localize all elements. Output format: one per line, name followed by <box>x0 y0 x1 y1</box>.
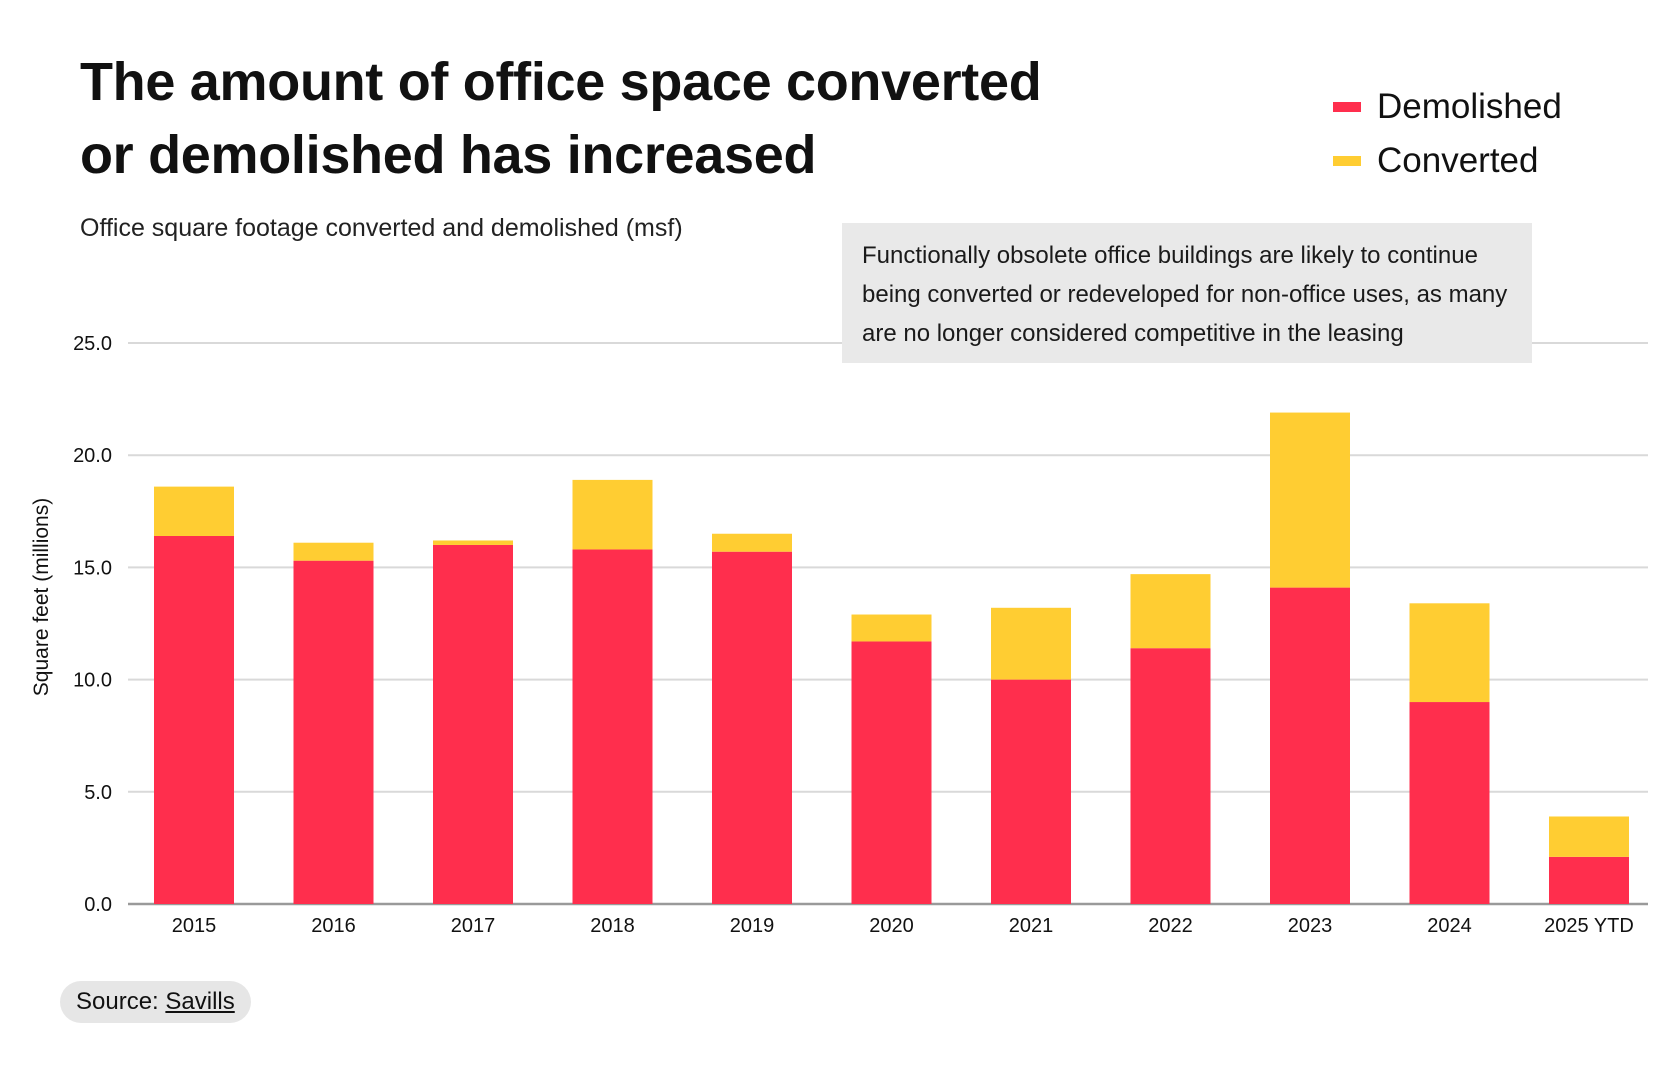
legend: Demolished Converted <box>1333 80 1562 188</box>
bar-demolished-2022 <box>1130 648 1211 904</box>
x-tick-label: 2018 <box>590 915 635 937</box>
bar-converted-2021 <box>991 607 1071 680</box>
chart-title: The amount of office space converted or … <box>80 52 1042 185</box>
bar-demolished-2025-ytd <box>1549 856 1629 904</box>
bar-converted-2016 <box>293 542 374 561</box>
bar-demolished-2019 <box>712 551 792 904</box>
bar-demolished-2023 <box>1270 587 1350 904</box>
bar-demolished-2024 <box>1409 702 1490 904</box>
source-link[interactable]: Savills <box>165 988 235 1015</box>
bar-converted-2024 <box>1409 603 1490 703</box>
x-tick-label: 2020 <box>869 915 914 937</box>
x-tick-label: 2017 <box>451 915 496 937</box>
source-badge: Source: Savills <box>60 981 251 1023</box>
legend-label-demolished: Demolished <box>1377 87 1562 126</box>
bar-demolished-2015 <box>154 535 234 904</box>
x-tick-labels: 2015 2016 2017 2018 2019 2020 2021 2022 2023 2024… <box>172 915 1634 937</box>
bar-converted-2023 <box>1270 412 1350 588</box>
y-tick-labels: 0.0 5.0 10.0 15.0 20.0 25.0 <box>73 333 112 916</box>
y-tick-label: 15.0 <box>73 557 112 579</box>
bar-converted-2022 <box>1130 574 1211 649</box>
bars <box>154 412 1629 904</box>
y-tick-label: 20.0 <box>73 445 112 467</box>
bar-demolished-2017 <box>433 544 513 904</box>
bar-demolished-2020 <box>851 641 932 904</box>
legend-item-demolished: Demolished <box>1333 80 1562 134</box>
bar-demolished-2016 <box>293 560 374 904</box>
y-tick-label: 10.0 <box>73 670 112 692</box>
legend-label-converted: Converted <box>1377 141 1539 180</box>
y-tick-label: 0.0 <box>84 894 112 916</box>
bar-converted-2015 <box>154 486 234 536</box>
bar-converted-2020 <box>851 614 932 642</box>
legend-swatch-converted <box>1333 156 1361 166</box>
x-tick-label: 2015 <box>172 915 217 937</box>
bar-demolished-2018 <box>572 549 653 904</box>
source-label: Source: <box>76 988 159 1015</box>
y-tick-label: 25.0 <box>73 333 112 355</box>
legend-swatch-demolished <box>1333 102 1361 112</box>
x-tick-label: 2022 <box>1148 915 1193 937</box>
chart-subtitle: Office square footage converted and demo… <box>80 214 683 242</box>
annotation-note: Functionally obsolete office buildings a… <box>842 223 1532 363</box>
bar-converted-2025-ytd <box>1549 816 1629 857</box>
x-tick-label: 2025 YTD <box>1544 915 1634 937</box>
x-tick-label: 2016 <box>311 915 356 937</box>
x-tick-label: 2023 <box>1288 915 1333 937</box>
x-tick-label: 2019 <box>730 915 775 937</box>
y-axis-label: Square feet (millions) <box>30 498 53 696</box>
bar-demolished-2021 <box>991 679 1071 904</box>
bar-converted-2018 <box>572 479 653 550</box>
x-tick-label: 2024 <box>1427 915 1472 937</box>
y-tick-label: 5.0 <box>84 782 112 804</box>
bar-converted-2019 <box>712 533 792 552</box>
legend-item-converted: Converted <box>1333 134 1562 188</box>
bar-converted-2017 <box>433 540 513 545</box>
x-tick-label: 2021 <box>1009 915 1054 937</box>
